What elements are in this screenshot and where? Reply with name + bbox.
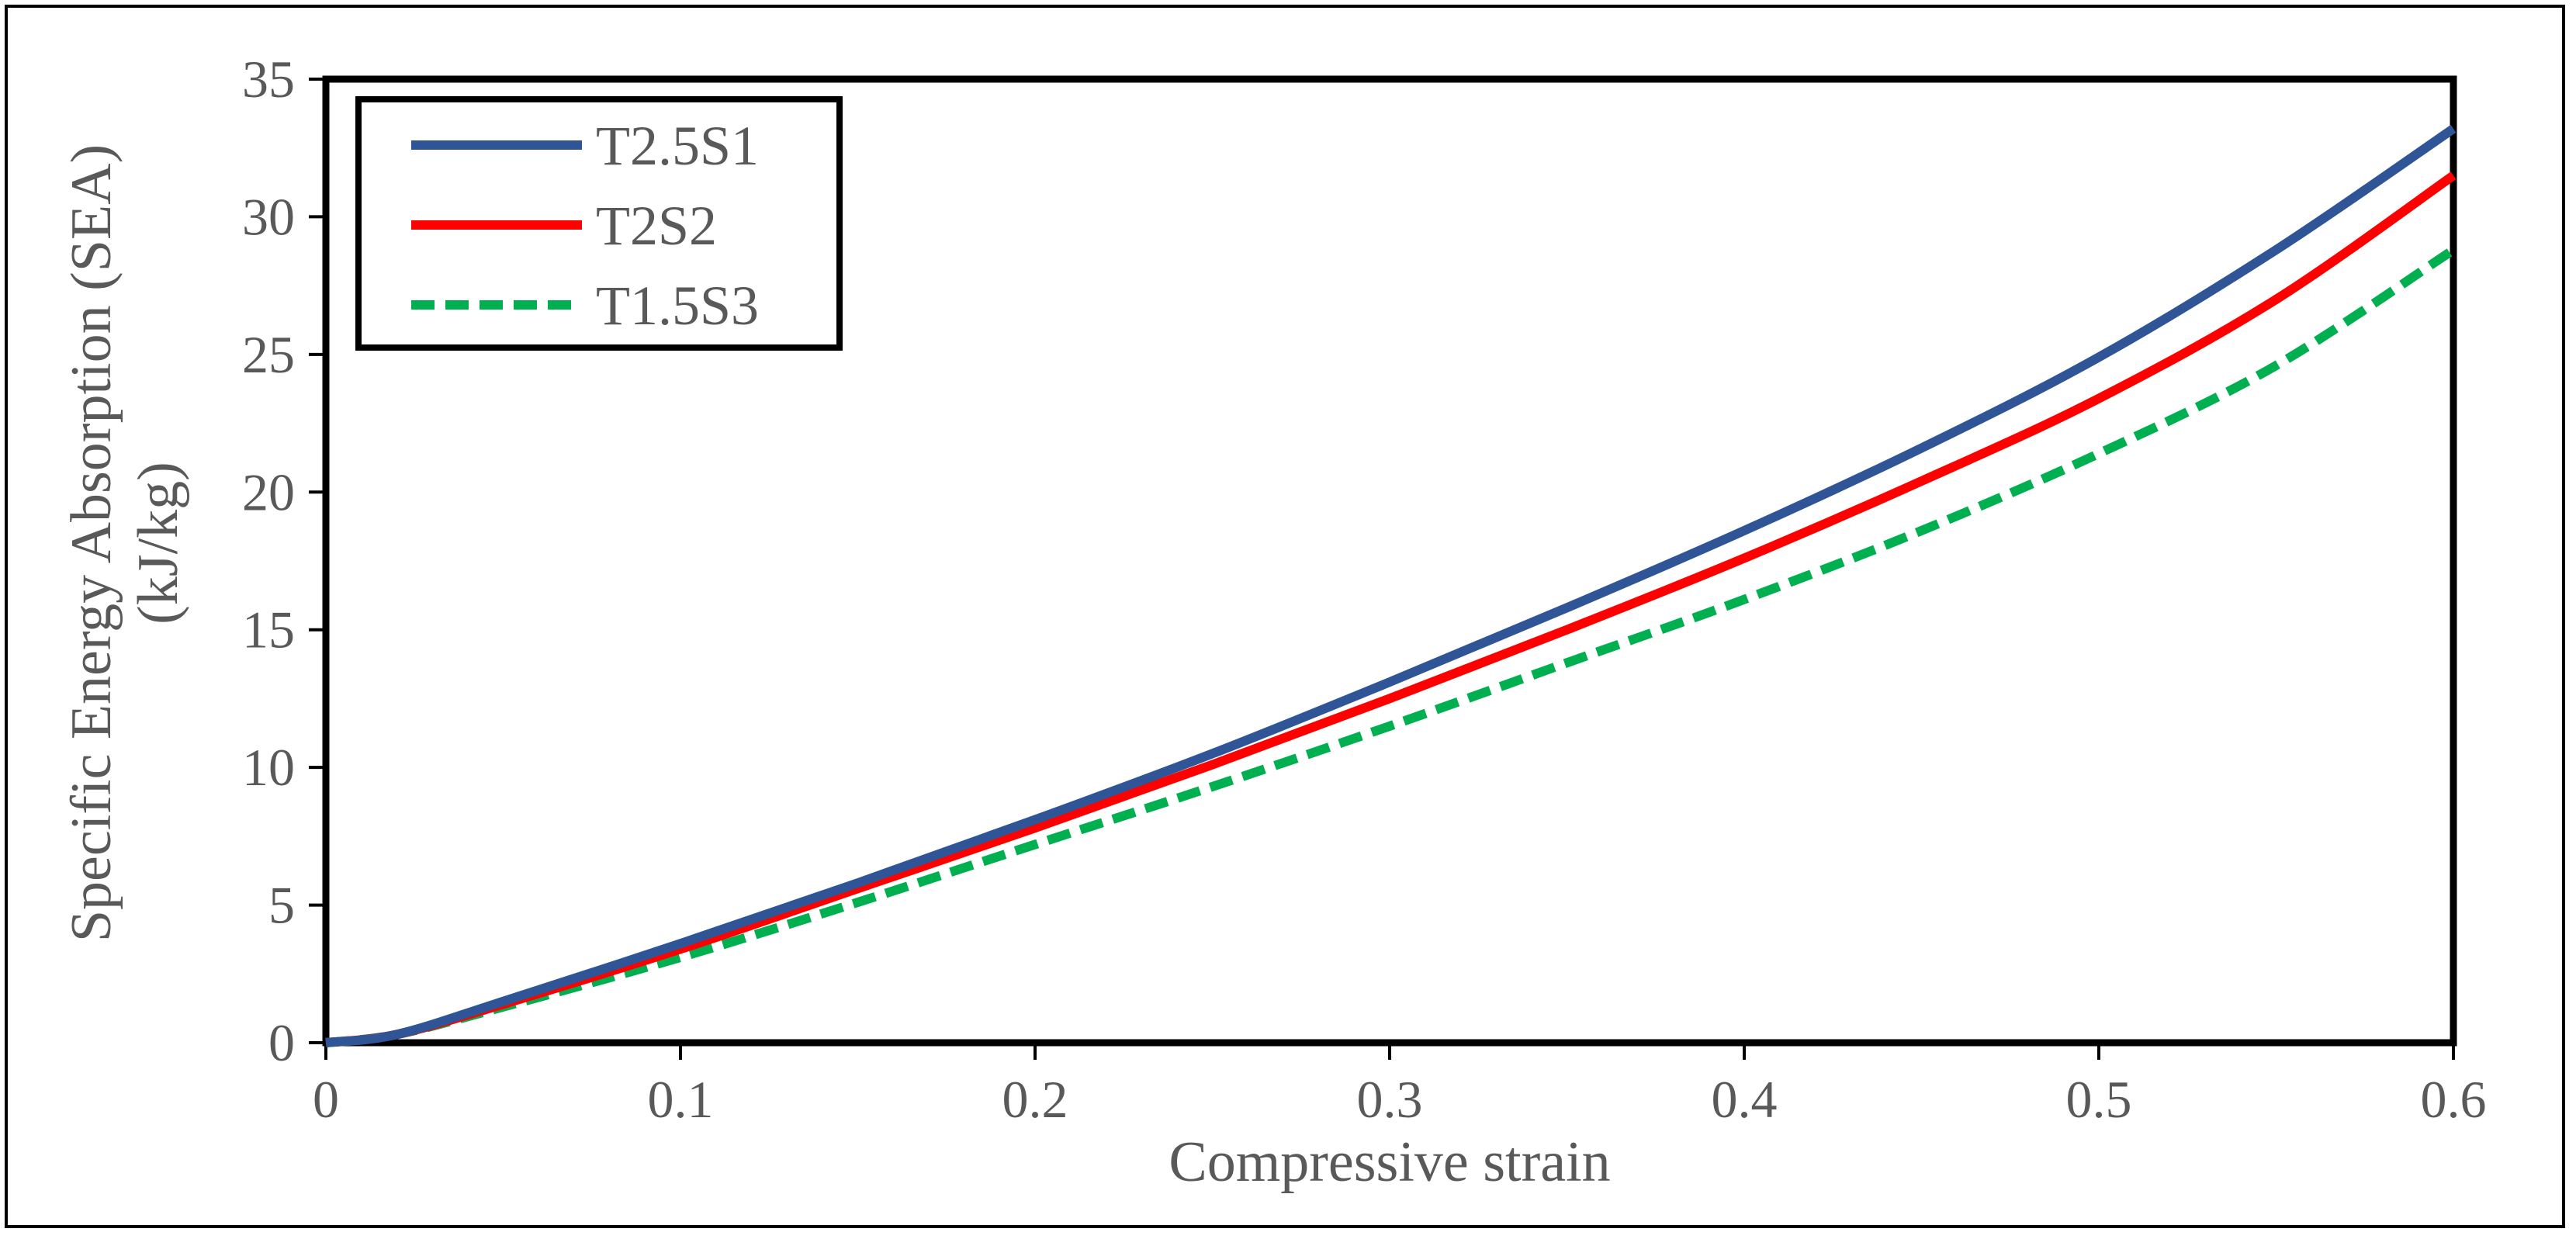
x-tick-label: 0.5 xyxy=(2066,1070,2132,1129)
y-tick-label: 0 xyxy=(268,1013,295,1072)
figure-frame xyxy=(5,5,2565,1228)
series-lines xyxy=(325,124,2457,1047)
y-axis-title-line2: (kJ/kg) xyxy=(126,462,190,625)
x-tick-label: 0 xyxy=(313,1070,339,1129)
y-axis-title: Specific Energy Absorption (SEA) (kJ/kg) xyxy=(60,144,190,942)
y-tick-label: 5 xyxy=(268,876,295,935)
x-axis-title: Compressive strain xyxy=(1169,1130,1610,1194)
series-line-t2-5s1 xyxy=(325,124,2457,1047)
x-tick-label: 0.2 xyxy=(1002,1070,1068,1129)
legend-label: T1.5S3 xyxy=(596,275,759,337)
legend-label: T2.5S1 xyxy=(596,115,759,177)
y-tick-label: 35 xyxy=(242,50,295,109)
x-tick-label: 0.6 xyxy=(2421,1070,2487,1129)
y-tick-label: 10 xyxy=(242,738,295,797)
y-tick-label: 25 xyxy=(242,325,295,384)
y-tick-label: 30 xyxy=(242,187,295,246)
x-tick-label: 0.3 xyxy=(1357,1070,1423,1129)
x-axis-ticks: 0 0.1 0.2 0.3 0.4 0.5 0.6 xyxy=(313,1043,2487,1129)
y-tick-label: 15 xyxy=(242,600,295,659)
y-axis-title-line1: Specific Energy Absorption (SEA) xyxy=(60,144,123,942)
x-tick-label: 0.1 xyxy=(648,1070,714,1129)
x-tick-label: 0.4 xyxy=(1712,1070,1778,1129)
y-axis-ticks: 0 5 10 15 20 25 30 35 xyxy=(242,50,326,1072)
y-tick-label: 20 xyxy=(242,462,295,521)
legend-label: T2S2 xyxy=(596,195,717,257)
series-line-t1-5s3 xyxy=(325,245,2457,1047)
legend: T2.5S1 T2S2 T1.5S3 xyxy=(355,96,843,351)
